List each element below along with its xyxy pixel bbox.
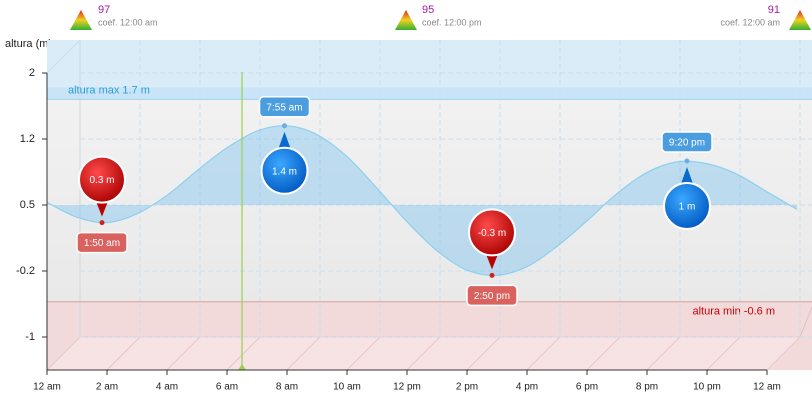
y-tick-label: 0.5: [20, 199, 35, 211]
tide-line: [46, 125, 798, 277]
min-level-label: altura min -0.6 m: [692, 306, 775, 318]
floor-line: [106, 336, 141, 371]
x-tick-label: 6 pm: [576, 382, 598, 393]
coef-icon: [789, 10, 811, 30]
pin: [662, 182, 711, 230]
x-tick-label: 12 pm: [393, 382, 421, 393]
floor-line: [226, 336, 261, 371]
coef-label: coef. 12:00 pm: [422, 17, 482, 27]
x-tick-label: 12 am: [33, 382, 61, 393]
time-box: [258, 96, 311, 118]
now-marker: [238, 364, 246, 370]
y-tick-label: 2: [29, 67, 35, 79]
x-tick-label: 4 pm: [516, 382, 538, 393]
pin-value: 0.3 m: [89, 175, 114, 186]
time-box: [661, 131, 713, 153]
tide-area: [47, 125, 797, 276]
time-label: 9:20 pm: [669, 138, 705, 149]
x-tick-label: 4 am: [156, 382, 178, 393]
max-level-label: altura max 1.7 m: [68, 84, 150, 96]
x-tick-label: 10 am: [333, 382, 361, 393]
time-label: 2:50 pm: [474, 291, 510, 302]
coef-value: 95: [422, 4, 434, 16]
time-box: [76, 231, 128, 254]
high-zone-strip: [47, 87, 812, 100]
coef-icon: [70, 10, 92, 30]
floor-line: [286, 336, 321, 371]
pin: [467, 208, 516, 257]
extreme-point: [489, 272, 495, 278]
pin-value: -0.3 m: [478, 228, 506, 239]
coef-icon: [395, 10, 417, 30]
x-tick-label: 12 am: [753, 382, 781, 393]
y-axis-label: altura (m): [5, 38, 52, 50]
extreme-point: [282, 123, 288, 129]
time-label: 7:55 am: [266, 102, 302, 113]
x-tick-label: 6 am: [216, 382, 238, 393]
x-tick-label: 2 pm: [456, 382, 478, 393]
left-wall-edge: [46, 39, 81, 74]
floor-line: [166, 336, 201, 371]
x-tick-label: 10 pm: [693, 382, 721, 393]
coef-value: 91: [768, 4, 780, 16]
floor-line: [646, 336, 681, 371]
floor-line: [346, 336, 381, 371]
extreme-point: [684, 158, 690, 164]
floor-line: [526, 336, 561, 371]
coef-label: coef. 12:00 am: [98, 17, 158, 27]
x-tick-label: 2 am: [96, 382, 118, 393]
pin-value: 1.4 m: [272, 166, 297, 177]
pin: [77, 155, 126, 204]
coef-label: coef. 12:00 am: [720, 17, 780, 27]
x-tick-label: 8 pm: [636, 382, 658, 393]
extreme-point: [99, 220, 105, 226]
x-tick-label: 8 am: [276, 382, 298, 393]
floor-line: [706, 336, 741, 371]
y-tick-label: -1: [25, 331, 35, 343]
pin-value: 1 m: [679, 202, 696, 213]
right-wall-edge: [799, 306, 812, 338]
time-label: 1:50 am: [84, 238, 120, 249]
floor-line: [406, 336, 441, 371]
floor-line: [586, 336, 621, 371]
pin: [260, 146, 309, 195]
y-tick-label: 1.2: [20, 133, 35, 145]
coef-value: 97: [98, 4, 110, 16]
time-box: [466, 284, 518, 307]
y-tick-label: -0.2: [16, 265, 35, 277]
floor-line: [466, 336, 501, 371]
